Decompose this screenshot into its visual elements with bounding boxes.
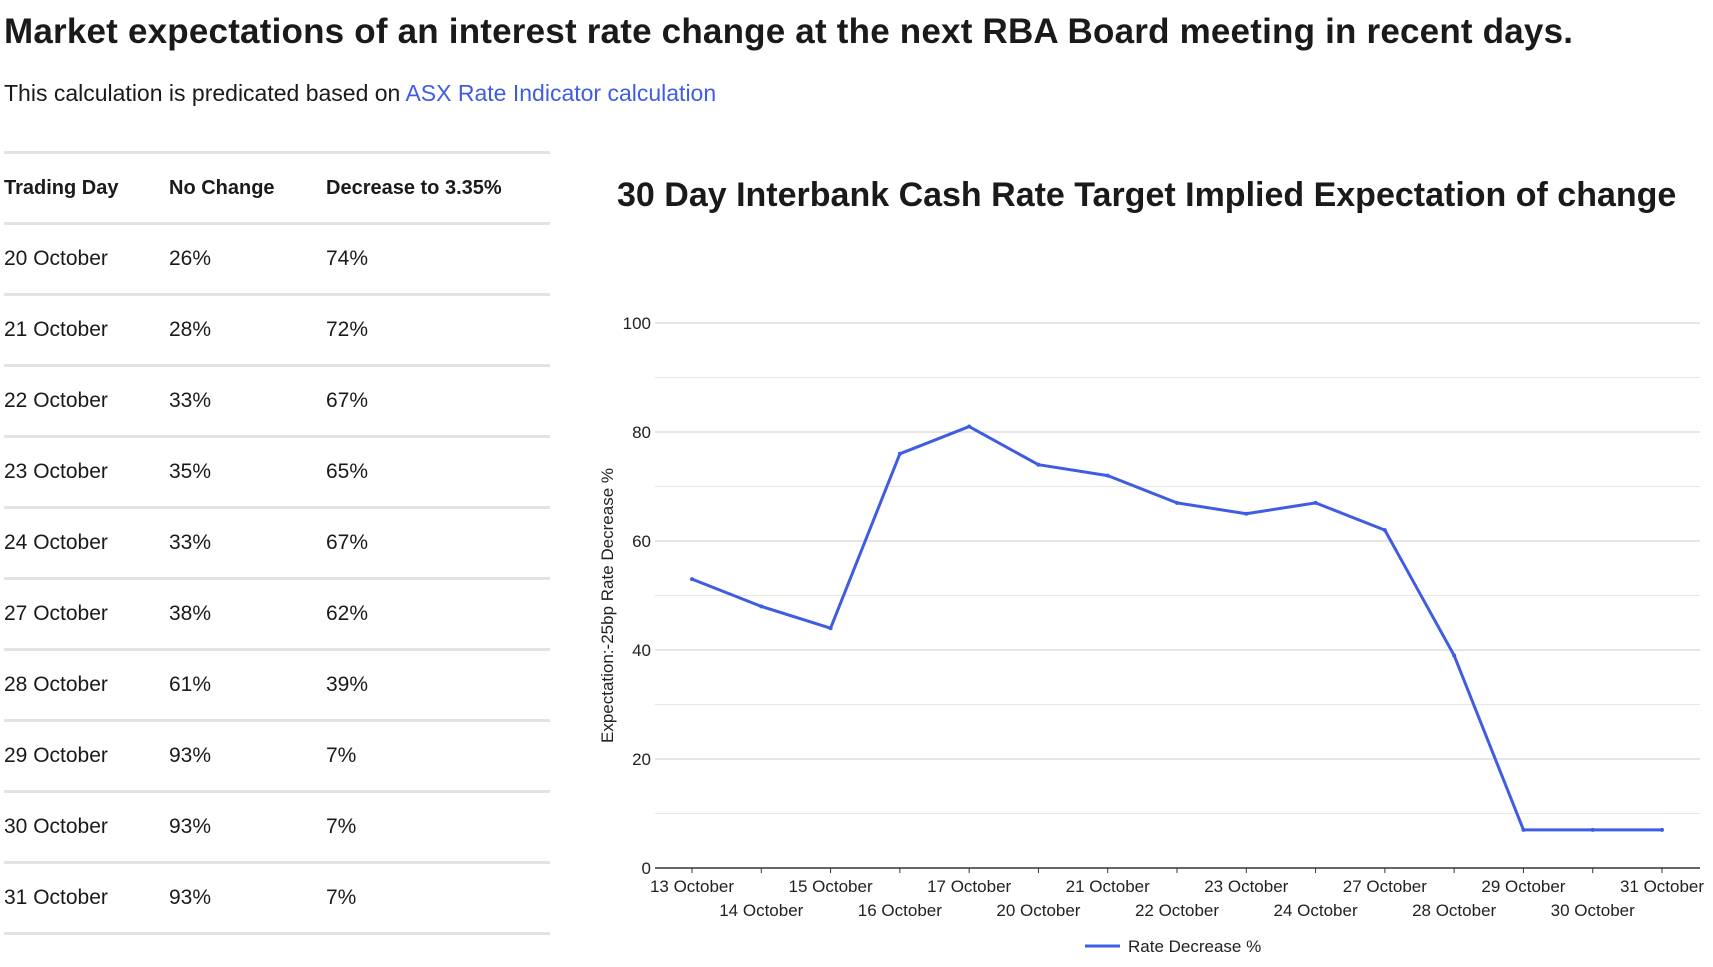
- cell-trading-day: 31 October: [4, 862, 169, 935]
- table-row: 29 October 93% 7%: [4, 720, 550, 793]
- x-tick-label: 13 October: [650, 877, 734, 896]
- table-row: 21 October 28% 72%: [4, 294, 550, 367]
- x-tick-label: 17 October: [927, 877, 1011, 896]
- rate-expectations-table: Trading Day No Change Decrease to 3.35% …: [4, 151, 550, 935]
- y-tick-label: 100: [623, 314, 651, 333]
- cell-decrease: 74%: [326, 223, 550, 296]
- column-header-no-change: No Change: [169, 151, 326, 225]
- cell-no-change: 61%: [169, 649, 326, 722]
- y-tick-label: 0: [642, 859, 651, 878]
- cell-trading-day: 29 October: [4, 720, 169, 793]
- table-row: 20 October 26% 74%: [4, 223, 550, 296]
- y-tick-label: 20: [632, 750, 651, 769]
- cell-decrease: 65%: [326, 436, 550, 509]
- x-tick-label: 29 October: [1481, 877, 1565, 896]
- cell-no-change: 38%: [169, 578, 326, 651]
- cell-no-change: 93%: [169, 862, 326, 935]
- x-tick-label: 28 October: [1412, 901, 1496, 920]
- cell-decrease: 7%: [326, 862, 550, 935]
- x-tick-label: 14 October: [719, 901, 803, 920]
- cell-trading-day: 22 October: [4, 365, 169, 438]
- x-tick-label: 15 October: [789, 877, 873, 896]
- cell-trading-day: 28 October: [4, 649, 169, 722]
- data-point: [897, 451, 902, 456]
- cell-trading-day: 24 October: [4, 507, 169, 580]
- data-point: [1521, 827, 1526, 832]
- data-point: [967, 424, 972, 429]
- table-row: 22 October 33% 67%: [4, 365, 550, 438]
- data-point: [1036, 462, 1041, 467]
- page-title: Market expectations of an interest rate …: [4, 12, 1574, 51]
- table-header-row: Trading Day No Change Decrease to 3.35%: [4, 151, 550, 225]
- cell-decrease: 7%: [326, 720, 550, 793]
- data-point: [759, 604, 764, 609]
- cell-decrease: 67%: [326, 365, 550, 438]
- chart-title: 30 Day Interbank Cash Rate Target Implie…: [617, 176, 1677, 214]
- y-axis-label: Expectation:-25bp Rate Decrease %: [598, 468, 617, 743]
- cell-trading-day: 20 October: [4, 223, 169, 296]
- table-row: 28 October 61% 39%: [4, 649, 550, 722]
- cell-no-change: 33%: [169, 507, 326, 580]
- cell-decrease: 72%: [326, 294, 550, 367]
- x-tick-label: 23 October: [1204, 877, 1288, 896]
- y-tick-label: 60: [632, 532, 651, 551]
- column-header-trading-day: Trading Day: [4, 151, 169, 225]
- column-header-decrease: Decrease to 3.35%: [326, 151, 550, 225]
- cell-no-change: 26%: [169, 223, 326, 296]
- table-row: 23 October 35% 65%: [4, 436, 550, 509]
- cell-no-change: 93%: [169, 720, 326, 793]
- table-row: 31 October 93% 7%: [4, 862, 550, 935]
- cell-trading-day: 23 October: [4, 436, 169, 509]
- x-tick-label: 24 October: [1274, 901, 1358, 920]
- table-row: 27 October 38% 62%: [4, 578, 550, 651]
- cell-decrease: 39%: [326, 649, 550, 722]
- x-tick-label: 30 October: [1551, 901, 1635, 920]
- x-tick-label: 16 October: [858, 901, 942, 920]
- data-point: [1244, 511, 1249, 516]
- x-tick-label: 27 October: [1343, 877, 1427, 896]
- data-point: [1313, 500, 1318, 505]
- x-tick-label: 20 October: [996, 901, 1080, 920]
- data-point: [1175, 500, 1179, 505]
- data-point: [1590, 827, 1595, 832]
- data-point: [1382, 528, 1387, 533]
- data-point: [1660, 827, 1664, 832]
- cell-trading-day: 27 October: [4, 578, 169, 651]
- asx-rate-indicator-link[interactable]: ASX Rate Indicator calculation: [405, 80, 717, 106]
- cell-no-change: 28%: [169, 294, 326, 367]
- series-line-rate-decrease: [690, 425, 1664, 832]
- cell-trading-day: 30 October: [4, 791, 169, 864]
- cell-no-change: 33%: [169, 365, 326, 438]
- subtitle-text: This calculation is predicated based on: [4, 80, 406, 106]
- y-tick-label: 80: [632, 423, 651, 442]
- data-point: [828, 626, 833, 631]
- y-tick-label: 40: [632, 641, 651, 660]
- cell-decrease: 62%: [326, 578, 550, 651]
- x-tick-label: 22 October: [1135, 901, 1219, 920]
- cell-decrease: 7%: [326, 791, 550, 864]
- legend-label: Rate Decrease %: [1128, 937, 1261, 956]
- cell-no-change: 93%: [169, 791, 326, 864]
- x-tick-label: 31 October: [1620, 877, 1704, 896]
- data-point: [690, 577, 694, 582]
- data-point: [1452, 653, 1457, 658]
- table-row: 30 October 93% 7%: [4, 791, 550, 864]
- subtitle: This calculation is predicated based on …: [4, 80, 716, 107]
- cell-no-change: 35%: [169, 436, 326, 509]
- table-row: 24 October 33% 67%: [4, 507, 550, 580]
- data-point: [1105, 473, 1110, 478]
- cell-trading-day: 21 October: [4, 294, 169, 367]
- x-tick-label: 21 October: [1066, 877, 1150, 896]
- cell-decrease: 67%: [326, 507, 550, 580]
